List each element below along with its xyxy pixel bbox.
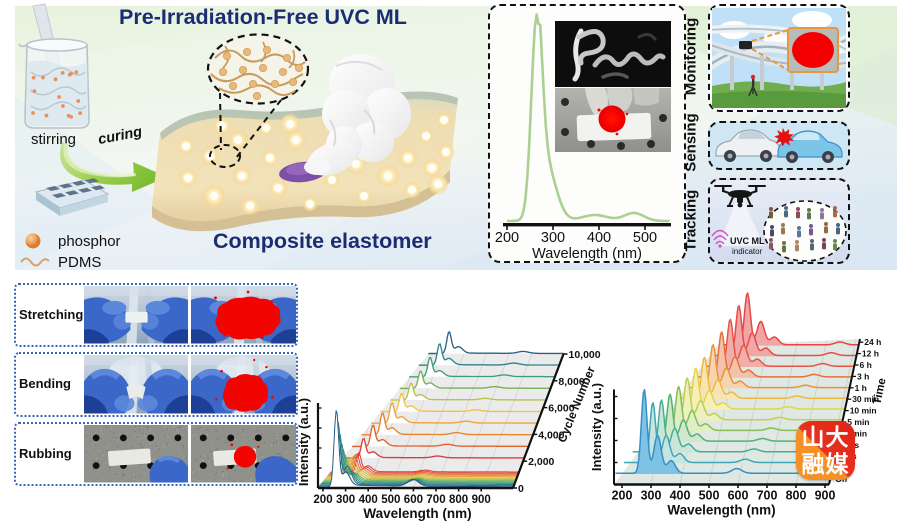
svg-text:200: 200 bbox=[612, 489, 633, 503]
svg-text:Intensity (a.u.): Intensity (a.u.) bbox=[296, 398, 311, 486]
svg-text:300: 300 bbox=[541, 230, 565, 246]
svg-text:UVC ML: UVC ML bbox=[730, 236, 765, 246]
svg-text:30 min: 30 min bbox=[852, 394, 879, 404]
svg-text:500: 500 bbox=[381, 494, 400, 506]
svg-text:600: 600 bbox=[404, 494, 423, 506]
svg-text:12 h: 12 h bbox=[862, 349, 879, 359]
svg-text:700: 700 bbox=[426, 494, 445, 506]
svg-text:400: 400 bbox=[359, 494, 378, 506]
svg-text:800: 800 bbox=[449, 494, 468, 506]
svg-text:Time: Time bbox=[871, 377, 888, 406]
svg-text:1 min: 1 min bbox=[845, 428, 867, 438]
svg-text:900: 900 bbox=[815, 489, 836, 503]
svg-text:200: 200 bbox=[313, 494, 332, 506]
svg-text:200: 200 bbox=[495, 230, 519, 246]
svg-text:Wavelength (nm): Wavelength (nm) bbox=[667, 503, 775, 518]
svg-text:5 min: 5 min bbox=[847, 417, 869, 427]
svg-text:700: 700 bbox=[757, 489, 778, 503]
svg-text:1 h: 1 h bbox=[855, 383, 867, 393]
svg-text:300: 300 bbox=[641, 489, 662, 503]
svg-text:Intensity (a.u.): Intensity (a.u.) bbox=[592, 383, 604, 471]
svg-text:500: 500 bbox=[699, 489, 720, 503]
svg-text:300: 300 bbox=[336, 494, 355, 506]
svg-text:Wavelength (nm): Wavelength (nm) bbox=[532, 246, 642, 262]
svg-text:24 h: 24 h bbox=[864, 337, 881, 347]
svg-text:600: 600 bbox=[728, 489, 749, 503]
svg-text:0: 0 bbox=[518, 483, 524, 495]
svg-text:indicator: indicator bbox=[732, 247, 763, 256]
svg-text:400: 400 bbox=[587, 230, 611, 246]
svg-text:Wavelength (nm): Wavelength (nm) bbox=[363, 506, 471, 521]
svg-text:4,000: 4,000 bbox=[538, 429, 564, 441]
svg-text:3 h: 3 h bbox=[857, 371, 869, 381]
svg-text:10,000: 10,000 bbox=[569, 349, 601, 361]
svg-text:800: 800 bbox=[786, 489, 807, 503]
svg-text:6 h: 6 h bbox=[860, 360, 872, 370]
svg-text:10 min: 10 min bbox=[850, 406, 877, 416]
svg-text:500: 500 bbox=[633, 230, 657, 246]
svg-text:8,000: 8,000 bbox=[558, 376, 584, 388]
svg-text:6,000: 6,000 bbox=[548, 403, 574, 415]
svg-text:900: 900 bbox=[472, 494, 491, 506]
svg-text:2,000: 2,000 bbox=[528, 456, 554, 468]
svg-text:400: 400 bbox=[670, 489, 691, 503]
